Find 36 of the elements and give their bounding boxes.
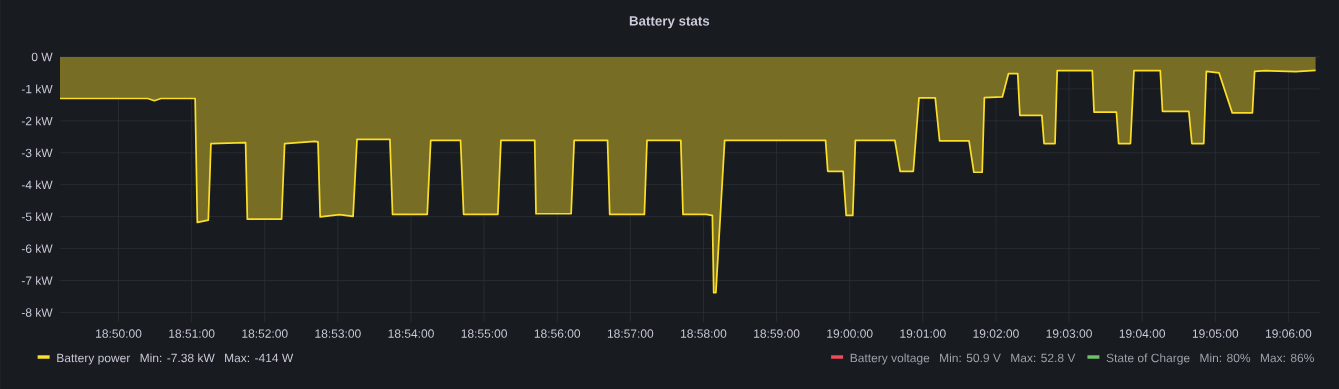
x-tick-label: 19:01:00 [900, 329, 946, 338]
x-tick-label: 19:02:00 [973, 329, 1019, 338]
x-tick-label: 18:53:00 [315, 329, 361, 338]
x-tick-label: 18:59:00 [754, 329, 800, 338]
y-tick-label: -7 kW [21, 276, 53, 285]
x-tick-label: 18:57:00 [607, 329, 654, 338]
chart-title: Battery stats [629, 16, 710, 29]
y-tick-label: -5 kW [21, 212, 53, 222]
legend-label: Battery voltage [850, 353, 930, 365]
x-tick-label: 18:51:00 [169, 329, 215, 338]
x-tick-label: 18:50:00 [96, 329, 142, 338]
y-tick-label: -2 kW [21, 116, 53, 126]
y-tick-label: -1 kW [21, 84, 53, 94]
y-tick-label: -6 kW [21, 244, 53, 253]
x-tick-label: 18:55:00 [461, 329, 507, 338]
text: Min: -7.38 kW [140, 353, 215, 363]
y-tick-label: -8 kW [21, 308, 53, 317]
x-tick-label: 19:05:00 [1192, 329, 1239, 338]
y-tick-label: -4 kW [21, 180, 53, 190]
text: Min: 50.9 V [940, 353, 1001, 363]
x-tick-label: 18:56:00 [534, 329, 581, 338]
x-tick-label: 18:54:00 [388, 329, 434, 338]
text: Max: -414 W [225, 353, 294, 363]
x-tick-label: 19:06:00 [1265, 329, 1312, 338]
x-tick-label: 18:58:00 [681, 329, 727, 338]
x-tick-label: 19:00:00 [827, 329, 873, 338]
y-tick-label: 0 W [31, 52, 53, 62]
legend-label: State of Charge [1106, 353, 1190, 365]
x-tick-label: 18:52:00 [242, 329, 288, 338]
y-tick-label: -3 kW [21, 148, 53, 158]
text: Max: 86% [1260, 353, 1314, 363]
text: Max: 52.8 V [1011, 353, 1076, 363]
legend-label: Battery power [57, 353, 131, 365]
x-tick-label: 19:04:00 [1119, 329, 1166, 338]
text: Min: 80% [1200, 353, 1251, 363]
x-tick-label: 19:03:00 [1046, 329, 1092, 338]
